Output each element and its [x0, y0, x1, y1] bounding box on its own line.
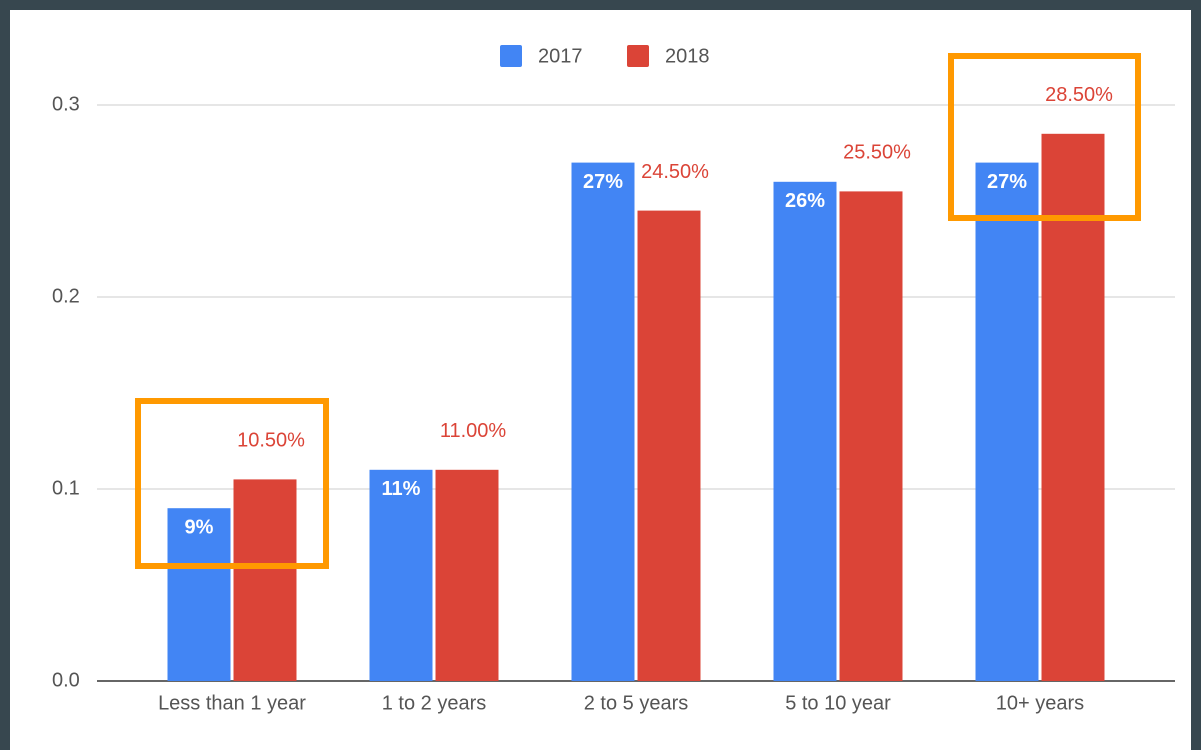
- highlight-box: [135, 398, 329, 569]
- x-tick-label: 1 to 2 years: [382, 692, 487, 714]
- y-tick-label: 0.1: [52, 477, 80, 499]
- bar: [435, 469, 499, 681]
- bar: [839, 191, 903, 681]
- data-label: 28.50%: [1045, 84, 1113, 106]
- data-label: 11%: [382, 478, 421, 500]
- chart: 0.0 0.1 0.2 0.3 2017 2018 Less than 1 year 9% 10…: [10, 10, 1191, 750]
- legend-swatch: [500, 45, 522, 67]
- y-tick-label: 0.0: [52, 669, 80, 691]
- data-label: 25.50%: [843, 142, 911, 164]
- bar: [233, 479, 297, 681]
- bar: [1041, 133, 1105, 682]
- bar: [571, 162, 635, 682]
- x-tick-label: 10+ years: [996, 692, 1084, 714]
- data-label: 24.50%: [641, 161, 709, 183]
- data-label: 27%: [987, 171, 1027, 193]
- bar: [975, 162, 1039, 682]
- data-label: 9%: [185, 516, 214, 538]
- y-tick-label: 0.2: [52, 285, 80, 307]
- data-label: 11.00%: [440, 420, 507, 442]
- bar: [773, 181, 837, 682]
- data-label: 26%: [785, 190, 825, 212]
- legend-label: 2018: [665, 45, 710, 67]
- y-tick-label: 0.3: [52, 93, 80, 115]
- highlight-box: [948, 53, 1141, 221]
- bar: [167, 508, 231, 681]
- x-tick-label: 2 to 5 years: [584, 692, 689, 714]
- legend-swatch: [627, 45, 649, 67]
- bar: [369, 469, 433, 681]
- legend-label: 2017: [538, 45, 583, 67]
- x-tick-label: 5 to 10 year: [785, 692, 891, 714]
- bar: [637, 210, 701, 681]
- x-tick-label: Less than 1 year: [158, 692, 306, 714]
- data-label: 27%: [583, 171, 623, 193]
- data-label: 10.50%: [237, 430, 305, 452]
